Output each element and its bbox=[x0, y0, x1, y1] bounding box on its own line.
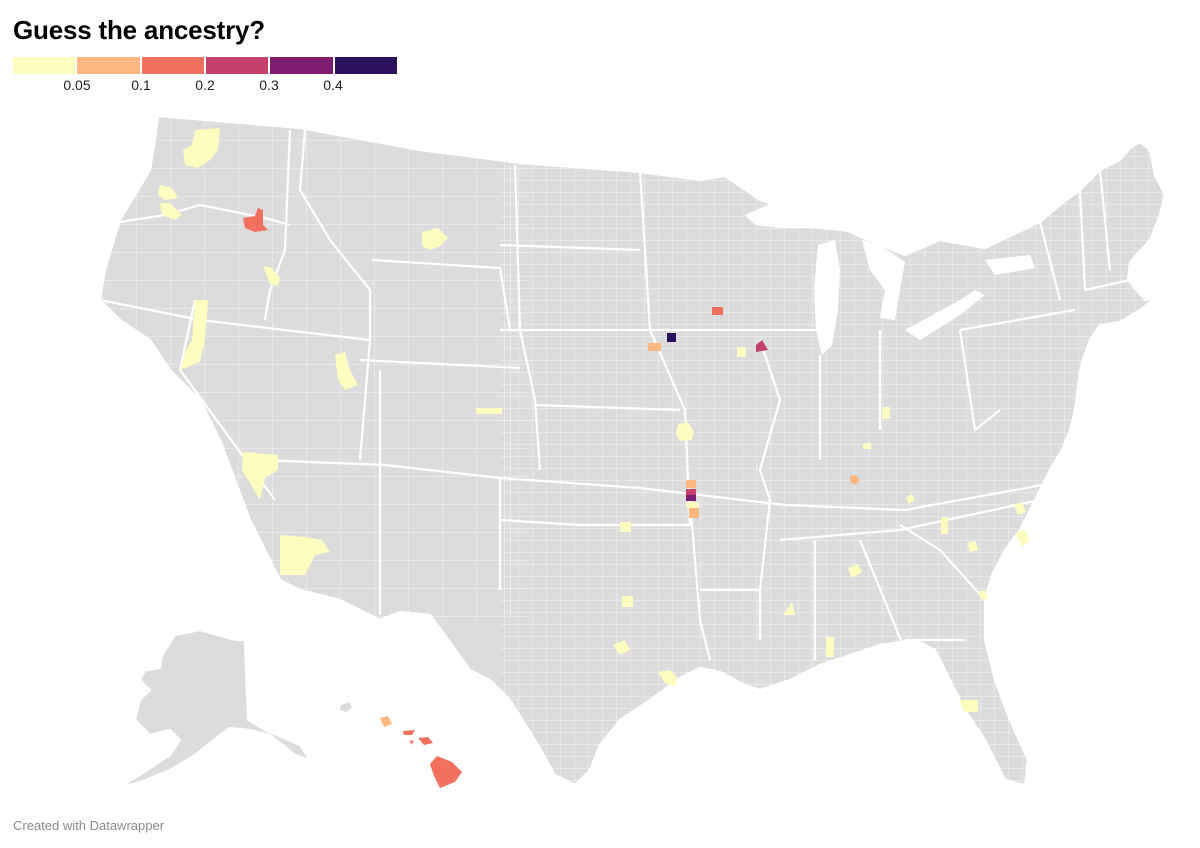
county-e-iowa[interactable] bbox=[737, 347, 746, 357]
county-sw-idaho[interactable] bbox=[263, 266, 280, 286]
legend-swatch-4 bbox=[270, 57, 333, 74]
legend-swatch-3 bbox=[205, 57, 269, 74]
highlighted-counties bbox=[158, 128, 1030, 788]
footer-credit: Created with Datawrapper bbox=[13, 818, 165, 833]
legend-tick-3: 0.3 bbox=[259, 77, 279, 93]
legend-tick-4: 0.4 bbox=[323, 77, 343, 93]
county-ne-oklahoma[interactable] bbox=[687, 502, 699, 508]
legend-swatch-5 bbox=[334, 57, 397, 74]
county-nw-washington[interactable] bbox=[183, 128, 220, 168]
county-s-indiana[interactable] bbox=[882, 407, 890, 419]
county-clark-nevada[interactable] bbox=[242, 452, 278, 500]
county-maui-hawaii[interactable] bbox=[403, 730, 433, 745]
county-central-idaho[interactable] bbox=[243, 208, 268, 232]
county-n-iowa[interactable] bbox=[712, 307, 723, 315]
county-coastal-north-carolina[interactable] bbox=[1015, 530, 1030, 547]
county-sw-missouri-1[interactable] bbox=[686, 480, 696, 488]
county-nw-oregon-1[interactable] bbox=[158, 185, 178, 200]
legend-swatch-2 bbox=[141, 57, 204, 74]
legend-bar bbox=[13, 57, 397, 74]
county-sw-missouri-2[interactable] bbox=[686, 489, 696, 495]
lake-superior bbox=[745, 195, 880, 232]
county-nw-oregon-2[interactable] bbox=[160, 203, 182, 220]
hawaii-kauai bbox=[340, 702, 352, 712]
county-w-south-carolina[interactable] bbox=[941, 517, 948, 534]
county-ne-colorado[interactable] bbox=[476, 408, 502, 414]
county-big-island-hawaii[interactable] bbox=[430, 756, 462, 788]
county-nw-arkansas[interactable] bbox=[689, 508, 699, 518]
county-oahu-hawaii[interactable] bbox=[380, 716, 392, 727]
county-tampa-florida[interactable] bbox=[960, 700, 978, 712]
county-central-north-carolina[interactable] bbox=[1014, 502, 1026, 515]
county-central-oklahoma[interactable] bbox=[620, 522, 631, 532]
county-e-tennessee[interactable] bbox=[906, 494, 915, 504]
county-sierra-nevada[interactable] bbox=[180, 300, 208, 370]
east-county-grid bbox=[500, 150, 1165, 785]
legend-tick-2: 0.2 bbox=[195, 77, 215, 93]
county-nw-iowa[interactable] bbox=[667, 333, 676, 342]
legend-tick-1: 0.1 bbox=[131, 77, 151, 93]
color-legend: 0.05 0.1 0.2 0.3 0.4 bbox=[13, 57, 397, 97]
county-n-alabama[interactable] bbox=[848, 564, 862, 578]
county-central-kentucky[interactable] bbox=[850, 475, 860, 485]
alaska bbox=[116, 628, 312, 790]
county-n-kentucky[interactable] bbox=[863, 443, 871, 449]
county-dubuque-iowa[interactable] bbox=[756, 340, 768, 352]
county-sw-missouri-3[interactable] bbox=[686, 495, 696, 501]
chart-title: Guess the ancestry? bbox=[13, 15, 265, 45]
county-maricopa-arizona[interactable] bbox=[280, 535, 330, 575]
county-mobile-alabama[interactable] bbox=[826, 637, 834, 657]
lake-huron bbox=[862, 240, 905, 320]
lake-erie bbox=[905, 290, 985, 340]
county-kansas-city[interactable] bbox=[676, 422, 694, 441]
legend-tick-0: 0.05 bbox=[63, 77, 91, 93]
county-utah[interactable] bbox=[335, 352, 358, 390]
county-coastal-georgia[interactable] bbox=[978, 590, 988, 600]
legend-swatch-0 bbox=[13, 57, 76, 74]
county-central-montana[interactable] bbox=[422, 228, 448, 250]
county-central-texas[interactable] bbox=[613, 640, 630, 655]
lake-ontario bbox=[985, 255, 1035, 275]
county-houston-texas[interactable] bbox=[658, 670, 678, 686]
county-central-south-carolina[interactable] bbox=[967, 541, 979, 552]
county-w-iowa[interactable] bbox=[648, 343, 661, 351]
lake-michigan bbox=[814, 240, 840, 355]
county-n-texas[interactable] bbox=[622, 596, 633, 607]
legend-ticks: 0.05 0.1 0.2 0.3 0.4 bbox=[13, 74, 397, 94]
contiguous-us bbox=[98, 114, 1167, 787]
county-central-mississippi[interactable] bbox=[783, 602, 795, 615]
legend-swatch-1 bbox=[77, 57, 140, 74]
state-boundaries bbox=[99, 129, 1131, 661]
